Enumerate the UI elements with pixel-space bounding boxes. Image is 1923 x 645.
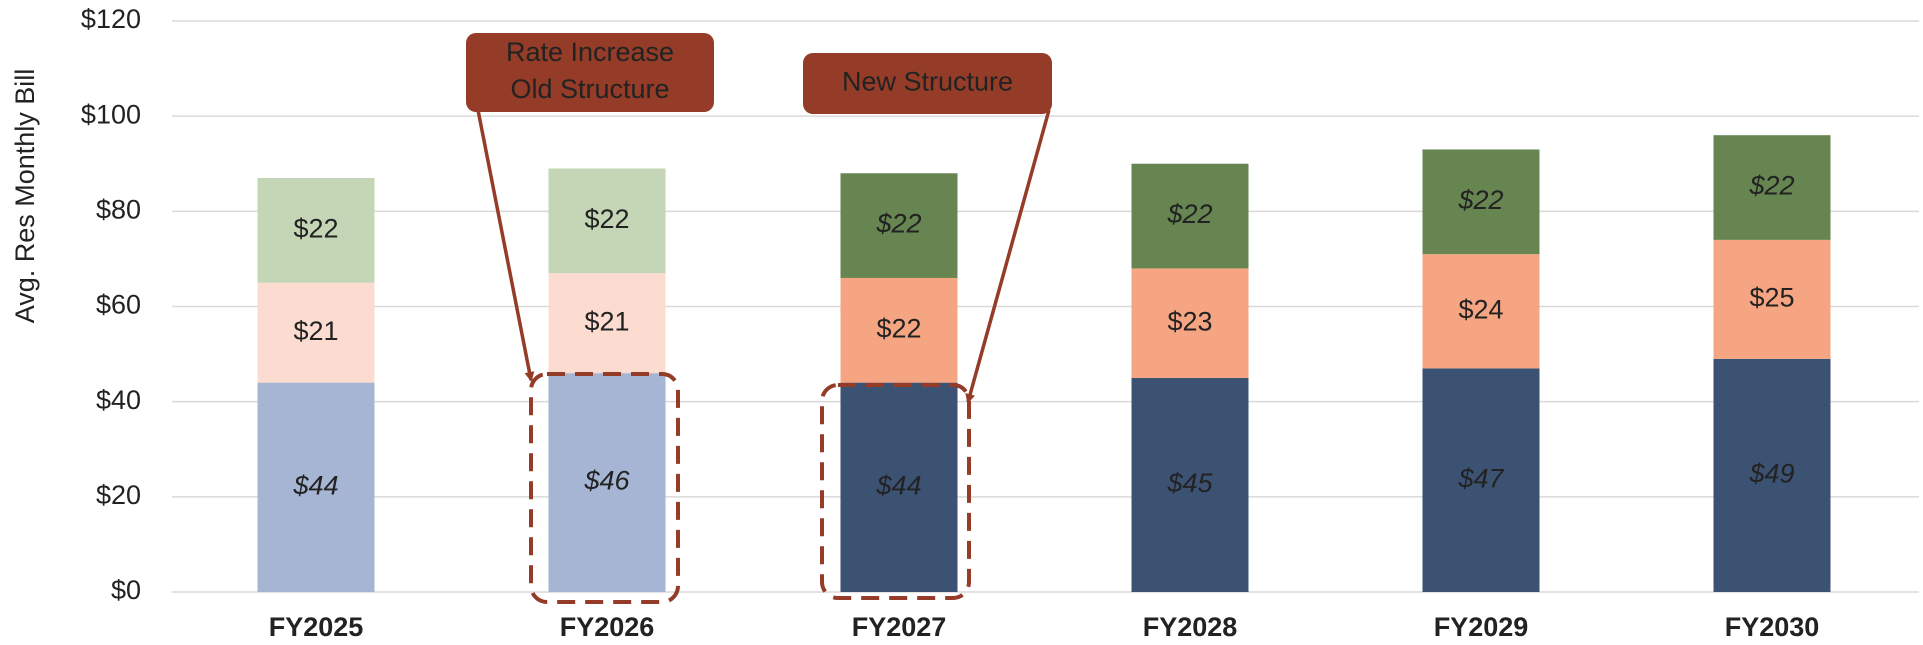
bar-segment — [1422, 149, 1540, 255]
annotation-arrow — [476, 109, 535, 382]
bar-segment — [1422, 368, 1540, 592]
value-label: $46 — [583, 466, 630, 496]
value-label: $22 — [293, 213, 338, 243]
x-tick-label: FY2027 — [852, 612, 947, 642]
value-label: $45 — [1166, 468, 1213, 498]
value-label: $25 — [1749, 282, 1794, 312]
bar-segment — [257, 282, 375, 383]
bar-segment — [257, 382, 375, 592]
annotation-box — [803, 53, 1052, 114]
x-tick-label: FY2030 — [1725, 612, 1820, 642]
value-label: $21 — [293, 316, 338, 346]
x-tick-label: FY2025 — [269, 612, 364, 642]
bar-segment — [1713, 239, 1831, 359]
y-tick-label: $60 — [96, 290, 141, 320]
bar-segment — [1131, 377, 1249, 592]
bar-segment — [840, 277, 958, 383]
y-tick-label: $0 — [111, 575, 141, 605]
bar-segment — [548, 373, 666, 592]
x-tick-label: FY2028 — [1143, 612, 1238, 642]
highlight-box — [820, 383, 971, 600]
value-label: $23 — [1167, 306, 1212, 336]
bar-segment — [1131, 268, 1249, 378]
y-axis-label: Avg. Res Monthly Bill — [10, 69, 40, 324]
y-tick-label: $20 — [96, 480, 141, 510]
value-label: $24 — [1458, 294, 1503, 324]
value-label: $47 — [1457, 463, 1504, 493]
y-tick-label: $100 — [81, 99, 141, 129]
value-label: $22 — [584, 204, 629, 234]
bar-segment — [548, 168, 666, 274]
x-tick-label: FY2026 — [560, 612, 655, 642]
annotation-arrow — [965, 109, 1051, 404]
annotation-text: Rate Increase — [506, 37, 674, 67]
annotation-text: Old Structure — [510, 74, 669, 104]
value-label: $22 — [1457, 185, 1503, 215]
annotation-box — [466, 33, 714, 112]
annotation-text: New Structure — [842, 67, 1013, 97]
bar-segment — [840, 382, 958, 592]
highlight-box — [529, 372, 680, 604]
x-tick-label: FY2029 — [1434, 612, 1529, 642]
bar-segment — [548, 273, 666, 374]
value-label: $22 — [875, 209, 921, 239]
bar-segment — [1713, 358, 1831, 592]
bar-segment — [840, 173, 958, 278]
value-label: $22 — [1748, 171, 1794, 201]
y-tick-label: $80 — [96, 194, 141, 224]
bar-segment — [1131, 163, 1249, 269]
value-label: $22 — [876, 313, 921, 343]
bar-segment — [1422, 254, 1540, 369]
value-label: $44 — [875, 470, 921, 500]
y-tick-label: $120 — [81, 4, 141, 34]
value-label: $21 — [584, 306, 629, 336]
value-label: $49 — [1748, 459, 1794, 489]
bar-segment — [1713, 135, 1831, 240]
bar-segment — [257, 178, 375, 283]
value-label: $22 — [1166, 199, 1212, 229]
y-tick-label: $40 — [96, 385, 141, 415]
value-label: $44 — [292, 470, 338, 500]
